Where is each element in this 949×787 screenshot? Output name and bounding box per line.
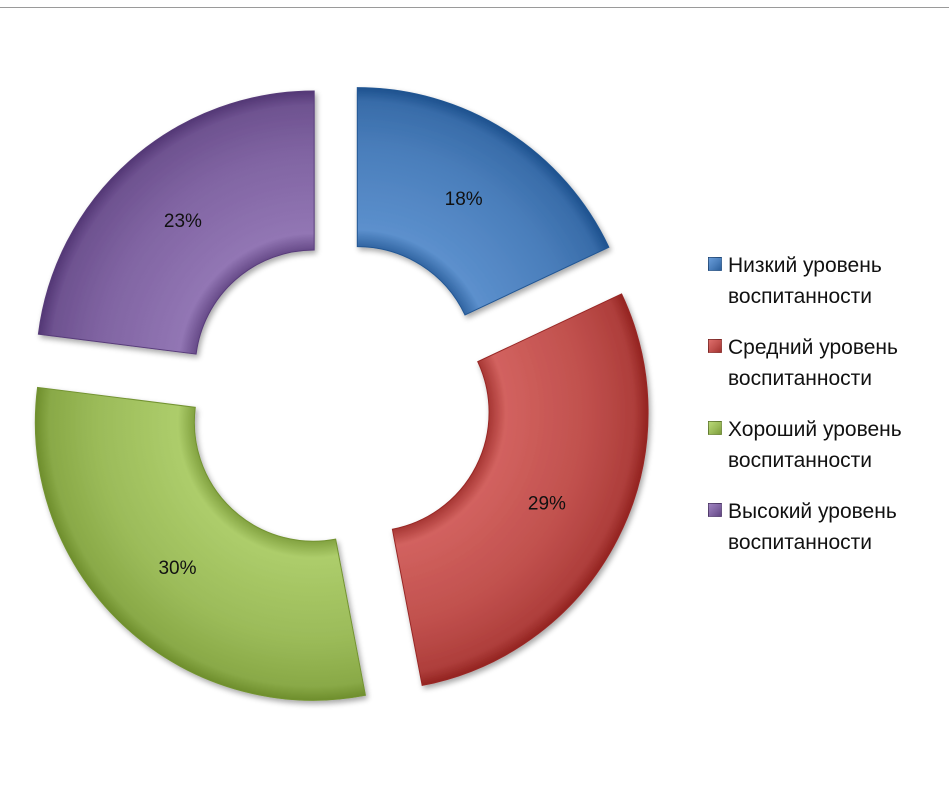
slice-low [356,87,610,316]
legend-item-high: Высокий уровень воспитанности [706,496,946,578]
legend-label-high: Высокий уровень воспитанности [728,500,897,554]
legend-swatch-good [708,421,722,435]
legend-label-medium: Средний уровень воспитанности [728,336,898,390]
slice-good [34,386,367,701]
legend-item-good: Хороший уровень воспитанности [706,414,946,496]
legend-label-low: Низкий уровень воспитанности [728,254,882,308]
labels-layer: 18% 29% 30% 23% [158,189,566,579]
legend: Низкий уровень воспитанности Средний уров… [706,250,946,578]
legend-item-low: Низкий уровень воспитанности [706,250,946,332]
legend-swatch-low [708,257,722,271]
legend-label-good: Хороший уровень воспитанности [728,418,902,472]
slice-label-high: 23% [164,211,202,232]
slice-label-medium: 29% [528,493,566,514]
legend-swatch-medium [708,339,722,353]
slice-label-good: 30% [158,558,196,579]
legend-swatch-high [708,503,722,517]
top-border-line [0,7,949,8]
slice-medium [391,293,649,687]
slices-layer [34,87,649,701]
legend-item-medium: Средний уровень воспитанности [706,332,946,414]
slice-label-low: 18% [445,189,483,210]
slice-high [37,90,315,355]
